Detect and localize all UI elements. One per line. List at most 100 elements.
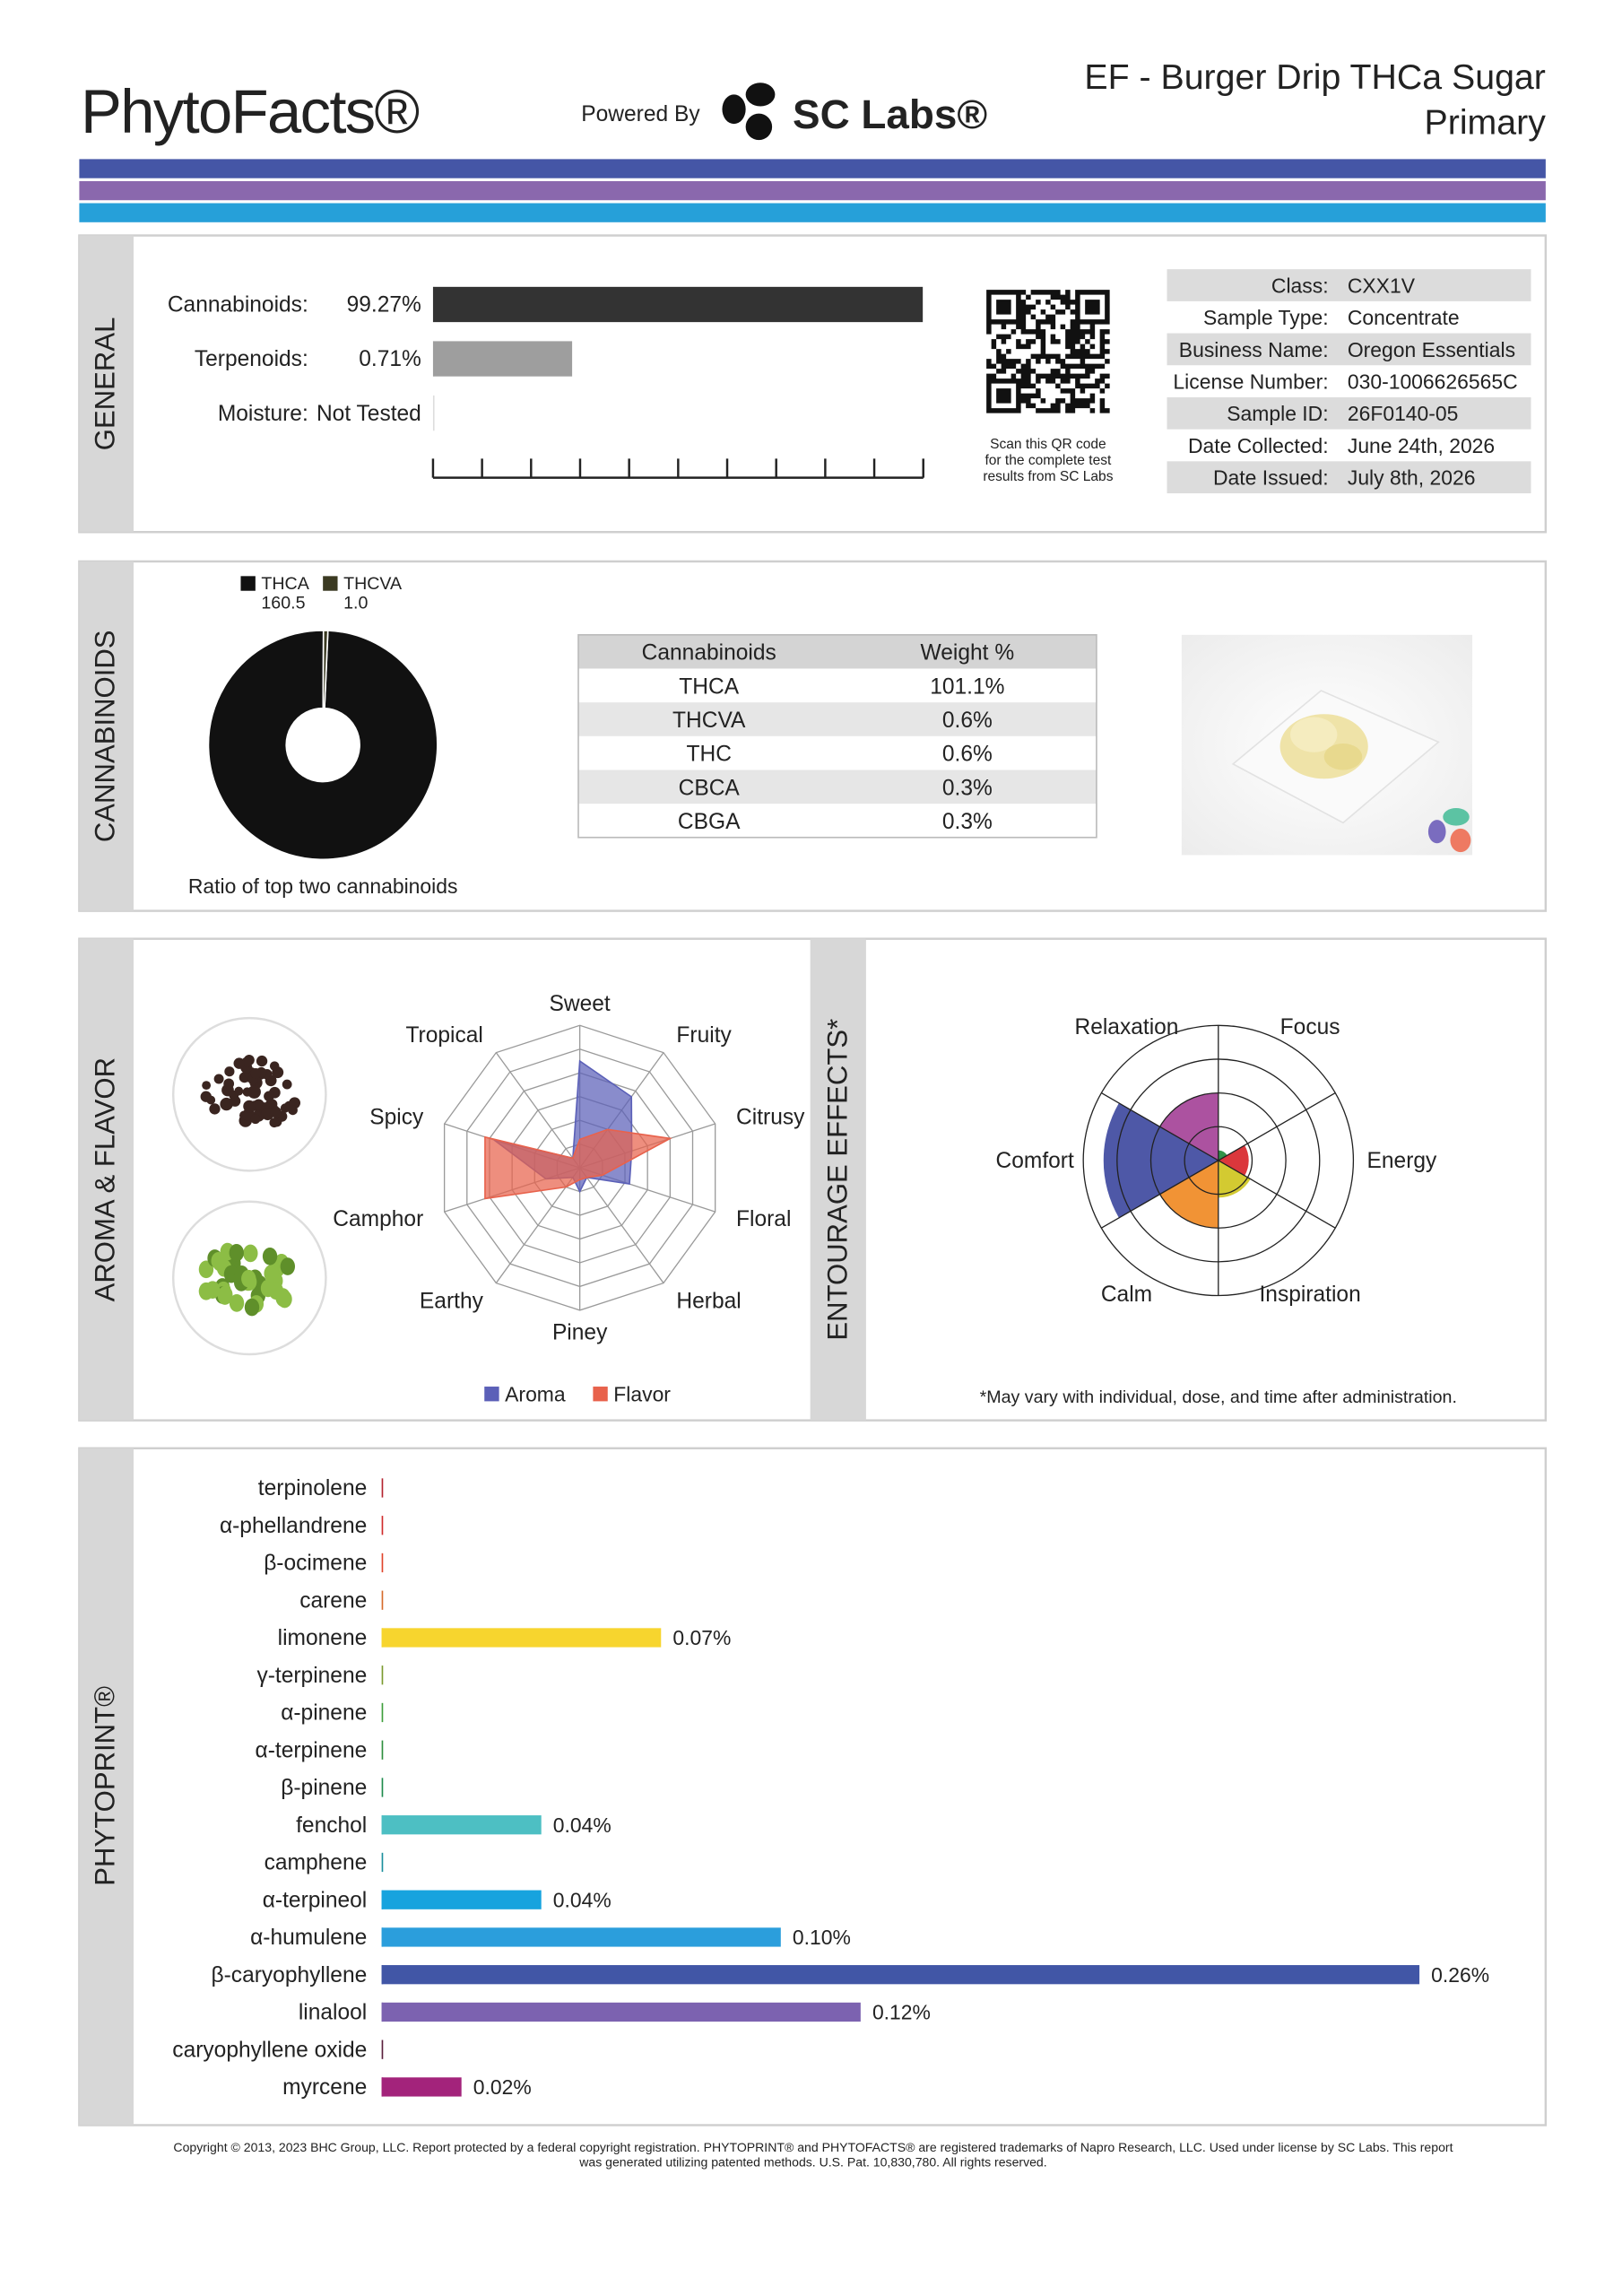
hop-cone — [275, 1289, 291, 1307]
peppercorn — [242, 1057, 253, 1067]
peppercorn — [270, 1106, 282, 1118]
legend-value: 160.5 — [261, 593, 305, 613]
info-label: Business Name: — [1179, 338, 1329, 361]
peppercorn — [233, 1057, 245, 1069]
table-cell: CBCA — [679, 776, 741, 800]
radar-axis-label: Herbal — [676, 1290, 741, 1314]
product-title: EF - Burger Drip THCa Sugar — [1084, 57, 1545, 97]
peppercorn — [247, 1085, 261, 1099]
radar-spoke — [495, 1052, 581, 1169]
section-label: AROMA & FLAVOR — [90, 1057, 121, 1301]
info-value: CXX1V — [1348, 274, 1416, 297]
hop-cone — [264, 1265, 279, 1283]
legend-label: THCVA — [343, 574, 403, 594]
info-row-bg — [1167, 269, 1531, 301]
content: PhytoFacts® Powered By SC Labs® EF - Burger… — [81, 57, 1546, 2170]
bar-value-label: 0.04% — [553, 1888, 612, 1911]
panel-tab — [79, 938, 134, 1421]
peppercorn — [209, 1103, 221, 1115]
peppercorn — [224, 1066, 235, 1077]
terpene-label: terpinolene — [258, 1476, 367, 1500]
terpene-label: α-terpineol — [263, 1888, 368, 1912]
polar-wedge — [1103, 1102, 1219, 1218]
section-label: PHYTOPRINT® — [90, 1686, 121, 1886]
bar-value-label: 0.12% — [872, 2001, 931, 2024]
terpene-label: α-pinene — [281, 1701, 367, 1726]
axis-ruler — [431, 458, 924, 479]
terpene-label: α-phellandrene — [220, 1514, 367, 1538]
panel-tab — [79, 561, 134, 911]
table-cell: THCVA — [672, 709, 746, 733]
table-cell: 0.3% — [942, 776, 993, 800]
peppercorn — [250, 1068, 262, 1079]
product-subtitle: Primary — [1425, 103, 1547, 143]
terpene-label: β-caryophyllene — [212, 1963, 368, 1987]
table-border — [577, 634, 1097, 839]
info-value: July 8th, 2026 — [1348, 466, 1476, 490]
peppercorn — [242, 1087, 252, 1097]
bar-value-label: 0.04% — [553, 1813, 612, 1837]
peppercorn — [269, 1061, 280, 1071]
terpene-label: α-humulene — [250, 1926, 367, 1950]
panel-tab — [79, 1448, 134, 2126]
info-row-bg — [1167, 333, 1531, 366]
info-label: Class: — [1271, 274, 1329, 297]
polar-spoke — [1101, 1092, 1336, 1229]
product-photo — [1181, 634, 1473, 856]
legend-swatch — [240, 576, 256, 591]
qr-code — [986, 290, 1110, 413]
legend-label: THCA — [261, 574, 309, 594]
table-row-bg — [578, 770, 1097, 804]
pie-slice — [207, 630, 438, 861]
table-cell: 0.6% — [942, 709, 993, 733]
bar — [432, 286, 924, 323]
effect-label: Comfort — [996, 1149, 1074, 1173]
peppercorn — [243, 1100, 256, 1113]
qr-modules — [986, 290, 1110, 413]
terpene-label: β-ocimene — [264, 1552, 367, 1576]
polar-wedge — [1218, 1144, 1249, 1176]
peppercorn — [269, 1118, 280, 1128]
peppercorn — [250, 1114, 261, 1125]
stripe — [79, 159, 1546, 178]
table-cell: 0.3% — [942, 810, 993, 834]
info-value: 26F0140-05 — [1348, 402, 1459, 425]
section-label: ENTOURAGE EFFECTS* — [822, 1019, 854, 1341]
table-row-bg — [578, 702, 1097, 736]
pie-caption: Ratio of top two cannabinoids — [188, 874, 458, 898]
radar-axis-label: Citrusy — [736, 1106, 805, 1130]
radar-axis-label: Piney — [552, 1321, 608, 1345]
info-value: Oregon Essentials — [1348, 338, 1515, 361]
bar-value-label: 0.07% — [672, 1626, 731, 1649]
bar-value: 99.27% — [347, 293, 421, 317]
table-header: Weight % — [921, 641, 1015, 665]
terpene-label: carene — [299, 1588, 367, 1613]
info-label: License Number: — [1173, 370, 1328, 393]
panel-tab — [810, 938, 866, 1421]
hop-cone — [218, 1285, 233, 1304]
hop-cone — [260, 1279, 276, 1298]
bar — [381, 1815, 542, 1835]
bar — [381, 2077, 462, 2097]
aroma-icons — [171, 1016, 327, 1356]
info-label: Sample Type: — [1203, 306, 1329, 329]
sc-labs-logo — [722, 83, 776, 141]
radar-axis-label: Floral — [736, 1207, 791, 1231]
bar — [381, 1965, 1420, 1985]
peppercorn — [256, 1055, 268, 1067]
terpene-label: camphene — [265, 1851, 368, 1875]
info-label: Sample ID: — [1227, 402, 1328, 425]
terpene-label: linalool — [299, 2001, 367, 2025]
pie-slice — [322, 630, 329, 709]
radar-axis-label: Fruity — [676, 1023, 732, 1048]
radar-spoke — [579, 1167, 664, 1283]
panel-tab — [79, 235, 134, 533]
peppercorn — [223, 1078, 235, 1090]
legend-swatch — [593, 1387, 608, 1402]
info-value: 030-1006626565C — [1348, 370, 1518, 393]
legend-swatch — [323, 576, 338, 591]
stripe — [79, 203, 1546, 222]
radar-axis-label: Sweet — [550, 992, 611, 1016]
qr-caption: Scan this QR code — [990, 437, 1106, 452]
